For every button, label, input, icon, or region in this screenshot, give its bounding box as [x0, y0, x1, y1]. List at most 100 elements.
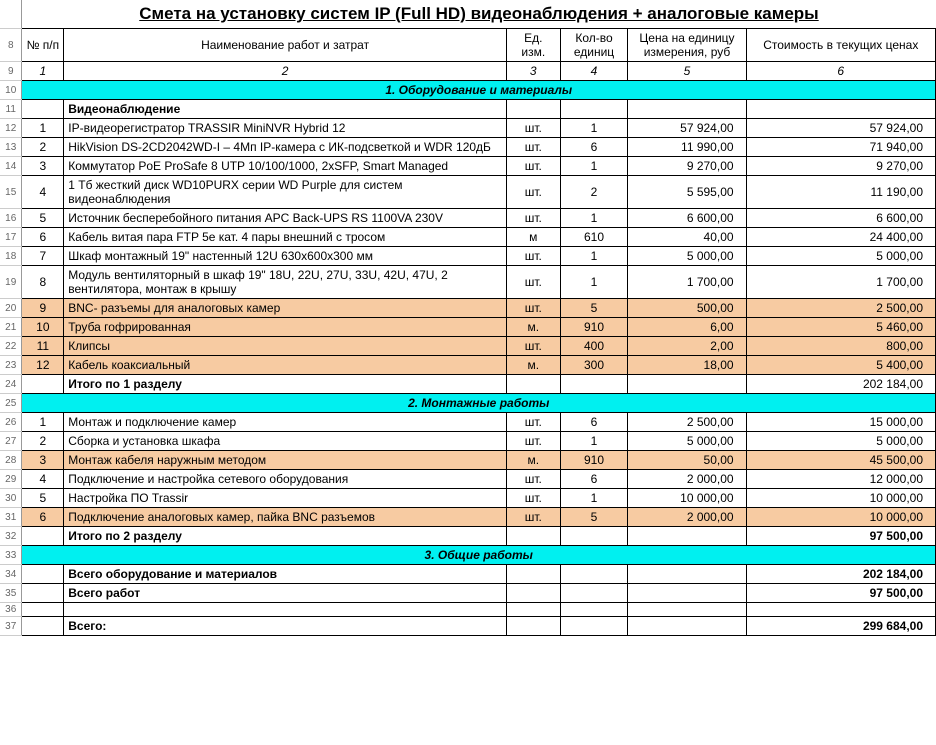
- cell: [628, 375, 746, 394]
- row-number: 14: [0, 157, 22, 176]
- section-sub: Видеонаблюдение: [64, 100, 507, 119]
- item-name: Монтаж и подключение камер: [64, 413, 507, 432]
- item-num: 9: [22, 299, 64, 318]
- summary-label: Всего работ: [64, 584, 507, 603]
- item-price: 57 924,00: [628, 119, 746, 138]
- item-unit: шт.: [506, 299, 560, 318]
- item-unit: шт.: [506, 119, 560, 138]
- item-name: BNC- разъемы для аналоговых камер: [64, 299, 507, 318]
- row-number: [0, 0, 22, 29]
- row-number: 22: [0, 337, 22, 356]
- cell: [506, 527, 560, 546]
- row-number: 11: [0, 100, 22, 119]
- item-price: 2 000,00: [628, 470, 746, 489]
- item-cost: 5 000,00: [746, 432, 935, 451]
- item-unit: шт.: [506, 432, 560, 451]
- row-number: 17: [0, 228, 22, 247]
- section-total: 97 500,00: [746, 527, 935, 546]
- item-price: 40,00: [628, 228, 746, 247]
- cell: [506, 584, 560, 603]
- estimate-table: Смета на установку систем IP (Full HD) в…: [0, 0, 936, 636]
- section-total-label: Итого по 1 разделу: [64, 375, 507, 394]
- item-cost: 10 000,00: [746, 508, 935, 527]
- blank: [22, 527, 64, 546]
- row-number: 15: [0, 176, 22, 209]
- row-number: 25: [0, 394, 22, 413]
- cell: [560, 617, 628, 636]
- row-number: 20: [0, 299, 22, 318]
- item-cost: 71 940,00: [746, 138, 935, 157]
- item-name: HikVision DS-2CD2042WD-I – 4Мп IP-камера…: [64, 138, 507, 157]
- item-cost: 11 190,00: [746, 176, 935, 209]
- item-price: 5 595,00: [628, 176, 746, 209]
- item-cost: 1 700,00: [746, 266, 935, 299]
- row-number: 28: [0, 451, 22, 470]
- item-cost: 57 924,00: [746, 119, 935, 138]
- item-cost: 800,00: [746, 337, 935, 356]
- item-price: 1 700,00: [628, 266, 746, 299]
- section-total-label: Итого по 2 разделу: [64, 527, 507, 546]
- row-number: 30: [0, 489, 22, 508]
- item-unit: шт.: [506, 413, 560, 432]
- item-price: 11 990,00: [628, 138, 746, 157]
- item-unit: шт.: [506, 176, 560, 209]
- cell: [560, 584, 628, 603]
- item-num: 4: [22, 470, 64, 489]
- blank: [22, 375, 64, 394]
- item-unit: шт.: [506, 470, 560, 489]
- item-num: 8: [22, 266, 64, 299]
- item-qty: 400: [560, 337, 628, 356]
- item-qty: 300: [560, 356, 628, 375]
- cell: [64, 603, 507, 617]
- cell: [746, 603, 935, 617]
- cell: [560, 375, 628, 394]
- item-unit: шт.: [506, 209, 560, 228]
- item-price: 2,00: [628, 337, 746, 356]
- row-number: 36: [0, 603, 22, 617]
- item-qty: 6: [560, 138, 628, 157]
- cell: [560, 527, 628, 546]
- item-name: Модуль вентиляторный в шкаф 19" 18U, 22U…: [64, 266, 507, 299]
- item-price: 5 000,00: [628, 432, 746, 451]
- item-name: Подключение и настройка сетевого оборудо…: [64, 470, 507, 489]
- cell: [560, 603, 628, 617]
- item-name: Клипсы: [64, 337, 507, 356]
- item-price: 2 000,00: [628, 508, 746, 527]
- item-name: Монтаж кабеля наружным методом: [64, 451, 507, 470]
- item-qty: 1: [560, 432, 628, 451]
- item-unit: шт.: [506, 508, 560, 527]
- item-cost: 12 000,00: [746, 470, 935, 489]
- item-unit: шт.: [506, 489, 560, 508]
- item-price: 6,00: [628, 318, 746, 337]
- row-number: 31: [0, 508, 22, 527]
- item-name: Шкаф монтажный 19" настенный 12U 630х600…: [64, 247, 507, 266]
- item-qty: 1: [560, 247, 628, 266]
- item-price: 500,00: [628, 299, 746, 318]
- cell: [506, 603, 560, 617]
- cell: [628, 603, 746, 617]
- row-number: 21: [0, 318, 22, 337]
- item-name: Сборка и установка шкафа: [64, 432, 507, 451]
- row-number: 16: [0, 209, 22, 228]
- item-qty: 1: [560, 157, 628, 176]
- row-number: 34: [0, 565, 22, 584]
- item-unit: шт.: [506, 138, 560, 157]
- cell: [628, 565, 746, 584]
- row-number: 29: [0, 470, 22, 489]
- section-header: 2. Монтажные работы: [22, 394, 936, 413]
- row-number: 10: [0, 81, 22, 100]
- item-name: Настройка ПО Trassir: [64, 489, 507, 508]
- colindex: 1: [22, 62, 64, 81]
- blank: [22, 617, 64, 636]
- item-num: 2: [22, 138, 64, 157]
- summary-label: Всего оборудование и материалов: [64, 565, 507, 584]
- item-price: 10 000,00: [628, 489, 746, 508]
- blank: [22, 584, 64, 603]
- row-number: 24: [0, 375, 22, 394]
- item-unit: м.: [506, 356, 560, 375]
- item-unit: м.: [506, 318, 560, 337]
- item-cost: 24 400,00: [746, 228, 935, 247]
- item-num: 1: [22, 119, 64, 138]
- row-number: 18: [0, 247, 22, 266]
- colindex: 6: [746, 62, 935, 81]
